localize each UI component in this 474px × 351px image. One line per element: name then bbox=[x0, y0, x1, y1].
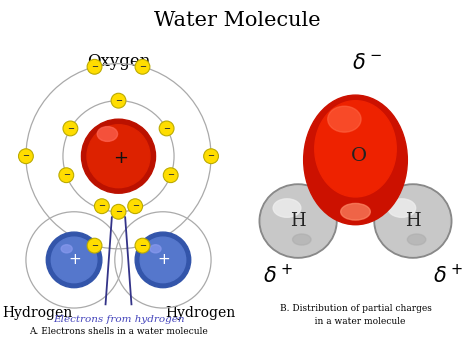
Ellipse shape bbox=[97, 127, 118, 141]
Text: −: − bbox=[139, 241, 146, 250]
Text: −: − bbox=[91, 62, 98, 71]
Text: Hydrogen: Hydrogen bbox=[165, 306, 235, 320]
Circle shape bbox=[87, 125, 150, 188]
Ellipse shape bbox=[273, 199, 301, 217]
Text: −: − bbox=[132, 201, 139, 210]
Text: B. Distribution of partial charges: B. Distribution of partial charges bbox=[280, 304, 431, 313]
Text: O: O bbox=[351, 147, 367, 165]
Circle shape bbox=[111, 204, 126, 219]
Text: H: H bbox=[290, 212, 306, 230]
Text: −: − bbox=[167, 170, 174, 179]
Text: +: + bbox=[69, 252, 82, 267]
Text: $\delta^-$: $\delta^-$ bbox=[352, 53, 382, 73]
Text: Hydrogen: Hydrogen bbox=[2, 306, 72, 320]
Ellipse shape bbox=[341, 204, 370, 220]
Text: −: − bbox=[208, 151, 215, 160]
Circle shape bbox=[87, 59, 102, 74]
Ellipse shape bbox=[150, 245, 161, 253]
Circle shape bbox=[94, 199, 109, 214]
Ellipse shape bbox=[292, 234, 311, 245]
Circle shape bbox=[163, 168, 178, 183]
Circle shape bbox=[128, 199, 143, 214]
Text: $\delta^+$: $\delta^+$ bbox=[263, 264, 292, 287]
Text: Oxygen: Oxygen bbox=[87, 53, 150, 69]
Text: H: H bbox=[405, 212, 421, 230]
Circle shape bbox=[135, 59, 150, 74]
Ellipse shape bbox=[315, 101, 396, 197]
Ellipse shape bbox=[374, 184, 452, 258]
Text: in a water molecule: in a water molecule bbox=[306, 317, 405, 326]
Circle shape bbox=[204, 149, 219, 164]
Circle shape bbox=[111, 93, 126, 108]
Ellipse shape bbox=[388, 199, 416, 217]
Text: −: − bbox=[163, 124, 170, 133]
Text: +: + bbox=[158, 252, 171, 267]
Circle shape bbox=[87, 238, 102, 253]
Circle shape bbox=[135, 238, 150, 253]
Text: Electrons from hydrogen: Electrons from hydrogen bbox=[53, 316, 184, 324]
Text: +: + bbox=[113, 149, 128, 167]
Circle shape bbox=[46, 232, 102, 288]
Text: $\delta^+$: $\delta^+$ bbox=[433, 264, 463, 287]
Ellipse shape bbox=[376, 186, 450, 256]
Circle shape bbox=[135, 232, 191, 288]
Circle shape bbox=[159, 121, 174, 136]
Ellipse shape bbox=[328, 106, 361, 132]
Circle shape bbox=[82, 119, 155, 193]
Circle shape bbox=[140, 237, 186, 283]
Ellipse shape bbox=[407, 234, 426, 245]
Text: A. Electrons shells in a water molecule: A. Electrons shells in a water molecule bbox=[29, 327, 208, 336]
Text: −: − bbox=[67, 124, 74, 133]
Circle shape bbox=[63, 121, 78, 136]
Ellipse shape bbox=[304, 95, 407, 225]
Text: −: − bbox=[139, 62, 146, 71]
Text: −: − bbox=[98, 201, 105, 210]
Ellipse shape bbox=[61, 245, 72, 253]
Text: −: − bbox=[115, 96, 122, 105]
Ellipse shape bbox=[261, 186, 335, 256]
Circle shape bbox=[59, 168, 74, 183]
Text: −: − bbox=[22, 151, 29, 160]
Text: −: − bbox=[115, 207, 122, 216]
Circle shape bbox=[51, 237, 97, 283]
Circle shape bbox=[18, 149, 33, 164]
Text: −: − bbox=[63, 170, 70, 179]
Ellipse shape bbox=[259, 184, 337, 258]
Text: −: − bbox=[91, 241, 98, 250]
Text: Water Molecule: Water Molecule bbox=[154, 11, 320, 29]
